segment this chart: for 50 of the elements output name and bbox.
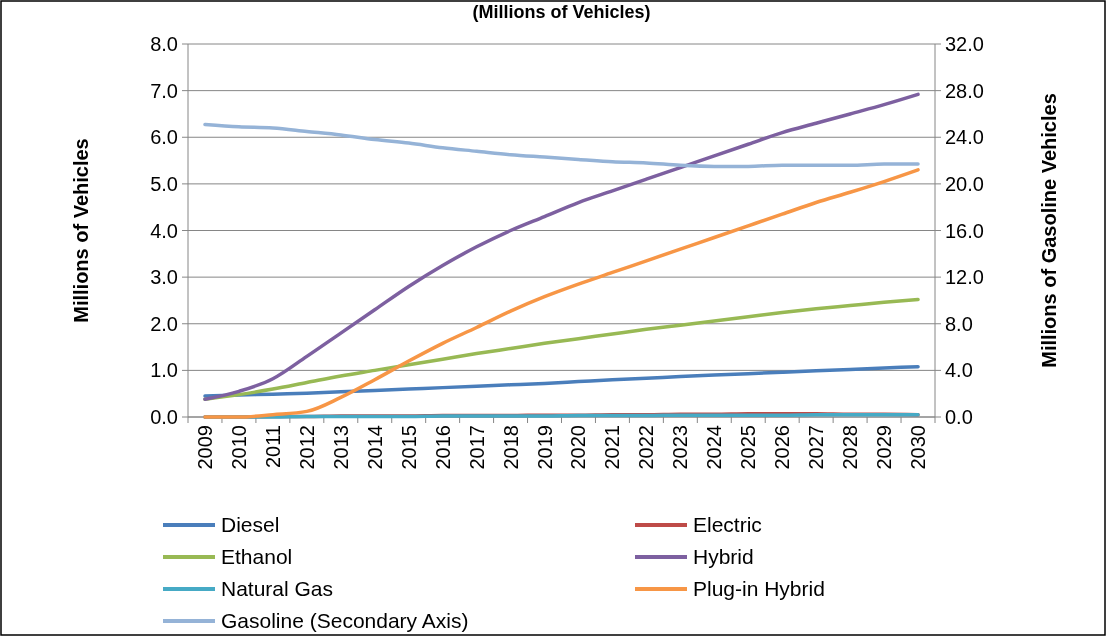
y2-axis-title: Millions of Gasoline Vehicles: [1038, 93, 1060, 368]
legend-label: Hybrid: [693, 545, 754, 569]
x-tick-label: 2024: [703, 425, 726, 470]
x-tick-label: 2013: [329, 425, 352, 470]
y2-tick-label: 0.0: [945, 406, 973, 428]
x-tick-label: 2010: [227, 425, 250, 470]
y2-tick-label: 20.0: [945, 172, 984, 195]
y-tick-label: 8.0: [150, 33, 178, 55]
x-tick-label: 2014: [363, 425, 386, 470]
legend-label: Ethanol: [221, 545, 293, 569]
x-tick-label: 2009: [193, 425, 216, 470]
y-tick-label: 2.0: [150, 312, 178, 335]
y-tick-label: 4.0: [150, 219, 178, 242]
y-tick-label: 7.0: [150, 79, 178, 102]
y2-tick-label: 16.0: [945, 219, 984, 242]
y-tick-label: 3.0: [150, 266, 178, 289]
legend-label: Plug-in Hybrid: [693, 577, 825, 601]
chart-title: (Millions of Vehicles): [472, 2, 651, 22]
y-tick-label: 6.0: [150, 126, 178, 149]
y-tick-label: 0.0: [150, 406, 178, 428]
x-tick-label: 2022: [635, 425, 658, 470]
x-tick-label: 2023: [669, 425, 692, 470]
x-tick-label: 2026: [771, 425, 794, 470]
x-tick-label: 2025: [737, 425, 760, 470]
x-tick-label: 2018: [499, 425, 522, 470]
x-tick-label: 2016: [431, 425, 454, 470]
x-tick-label: 2017: [465, 425, 488, 470]
legend-label: Natural Gas: [221, 577, 334, 601]
legend-label: Electric: [693, 513, 762, 537]
y2-tick-label: 4.0: [945, 359, 973, 382]
x-tick-label: 2030: [907, 425, 930, 470]
y2-tick-label: 32.0: [945, 33, 984, 55]
x-tick-label: 2028: [839, 425, 862, 470]
y2-tick-label: 12.0: [945, 266, 984, 289]
legend-label: Diesel: [221, 513, 280, 537]
y2-tick-label: 24.0: [945, 126, 984, 149]
x-tick-label: 2029: [873, 425, 896, 470]
y-axis-title: Millions of Vehicles: [70, 138, 92, 323]
x-tick-label: 2021: [601, 425, 624, 470]
x-tick-label: 2011: [261, 425, 284, 469]
x-tick-label: 2012: [295, 425, 318, 470]
x-tick-label: 2027: [805, 425, 828, 470]
y2-tick-label: 8.0: [945, 312, 973, 335]
y2-tick-label: 28.0: [945, 79, 984, 102]
x-tick-label: 2015: [397, 425, 420, 470]
y-tick-label: 5.0: [150, 172, 178, 195]
legend-label: Gasoline (Secondary Axis): [221, 609, 469, 633]
x-tick-label: 2019: [533, 425, 556, 470]
y-tick-label: 1.0: [150, 359, 178, 382]
x-tick-label: 2020: [567, 425, 590, 470]
